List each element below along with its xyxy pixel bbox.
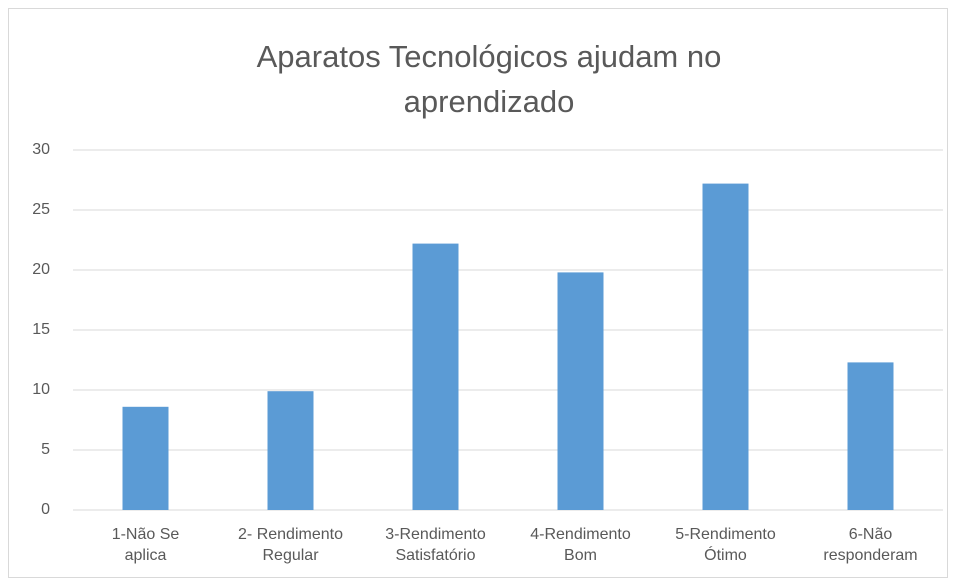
bar (702, 183, 749, 510)
bar (847, 362, 894, 510)
y-tick-label: 0 (41, 501, 50, 518)
chart-title: Aparatos Tecnológicos ajudam no aprendiz… (256, 39, 722, 119)
y-tick-label: 30 (32, 141, 50, 158)
x-tick-label: 1-Não Se aplica (111, 526, 180, 564)
x-tick-label: 5-Rendimento Ótimo (675, 526, 776, 564)
chart-frame (8, 8, 948, 578)
bar (267, 391, 314, 510)
x-tick-label: 4-Rendimento Bom (530, 526, 631, 564)
y-tick-label: 20 (32, 261, 50, 278)
bar (412, 243, 459, 510)
x-tick-label: 2- Rendimento Regular (238, 526, 343, 564)
y-tick-label: 15 (32, 321, 50, 338)
bar (122, 406, 169, 510)
x-tick-label: 6-Não responderam (823, 526, 918, 564)
bar (557, 272, 604, 510)
y-tick-label: 25 (32, 201, 50, 218)
y-tick-label: 10 (32, 381, 50, 398)
y-tick-label: 5 (41, 441, 50, 458)
x-tick-label: 3-Rendimento Satisfatório (385, 526, 486, 564)
